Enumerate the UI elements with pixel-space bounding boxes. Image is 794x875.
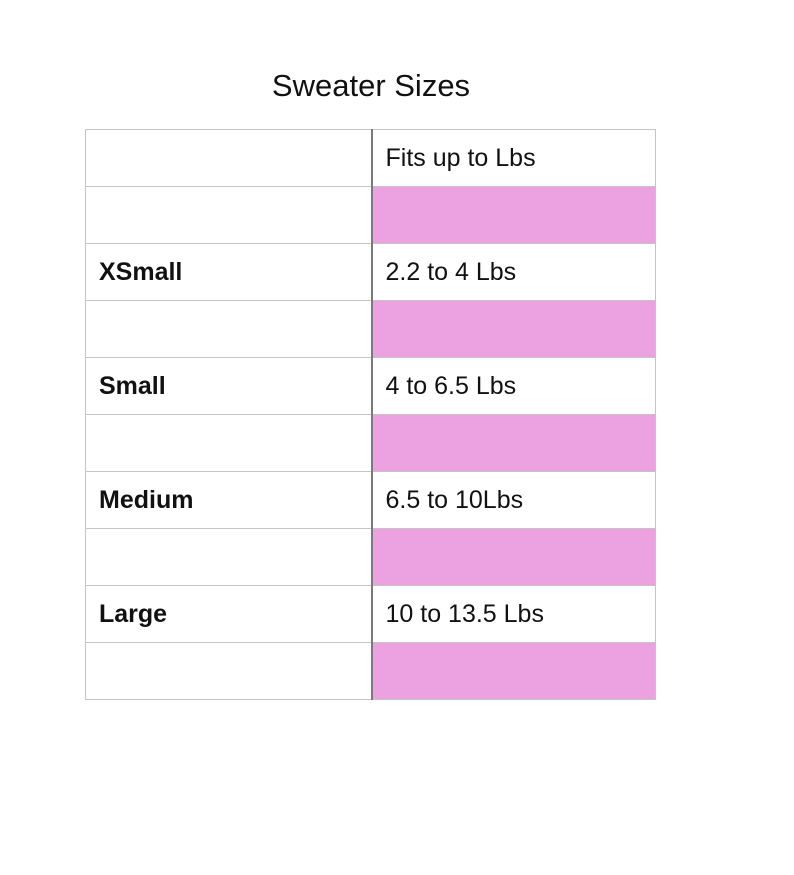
fits-cell — [370, 528, 656, 586]
header-cell: Fits up to Lbs — [370, 129, 656, 187]
table-row: Medium 6.5 to 10Lbs — [85, 471, 656, 529]
size-cell — [85, 528, 372, 586]
fits-cell — [370, 414, 656, 472]
fits-cell — [370, 300, 656, 358]
size-cell: Medium — [85, 471, 372, 529]
table-row — [85, 528, 656, 586]
size-cell: Large — [85, 585, 372, 643]
header-cell — [85, 129, 372, 187]
table-row — [85, 300, 656, 358]
fits-cell — [370, 186, 656, 244]
fits-cell: 2.2 to 4 Lbs — [370, 243, 656, 301]
size-cell: Small — [85, 357, 372, 415]
fits-cell: 4 to 6.5 Lbs — [370, 357, 656, 415]
table-row — [85, 642, 656, 700]
fits-cell — [370, 642, 656, 700]
fits-cell: 6.5 to 10Lbs — [370, 471, 656, 529]
page-title: Sweater Sizes — [271, 68, 471, 103]
table-row — [85, 414, 656, 472]
table-header-row: Fits up to Lbs — [85, 129, 656, 187]
size-table: Fits up to Lbs XSmall 2.2 to 4 Lbs Small 4 … — [85, 129, 656, 700]
table-row: XSmall 2.2 to 4 Lbs — [85, 243, 656, 301]
table-row: Small 4 to 6.5 Lbs — [85, 357, 656, 415]
table-row — [85, 186, 656, 244]
size-cell: XSmall — [85, 243, 372, 301]
table-row: Large 10 to 13.5 Lbs — [85, 585, 656, 643]
size-cell — [85, 642, 372, 700]
fits-cell: 10 to 13.5 Lbs — [370, 585, 656, 643]
size-cell — [85, 300, 372, 358]
size-cell — [85, 186, 372, 244]
size-cell — [85, 414, 372, 472]
